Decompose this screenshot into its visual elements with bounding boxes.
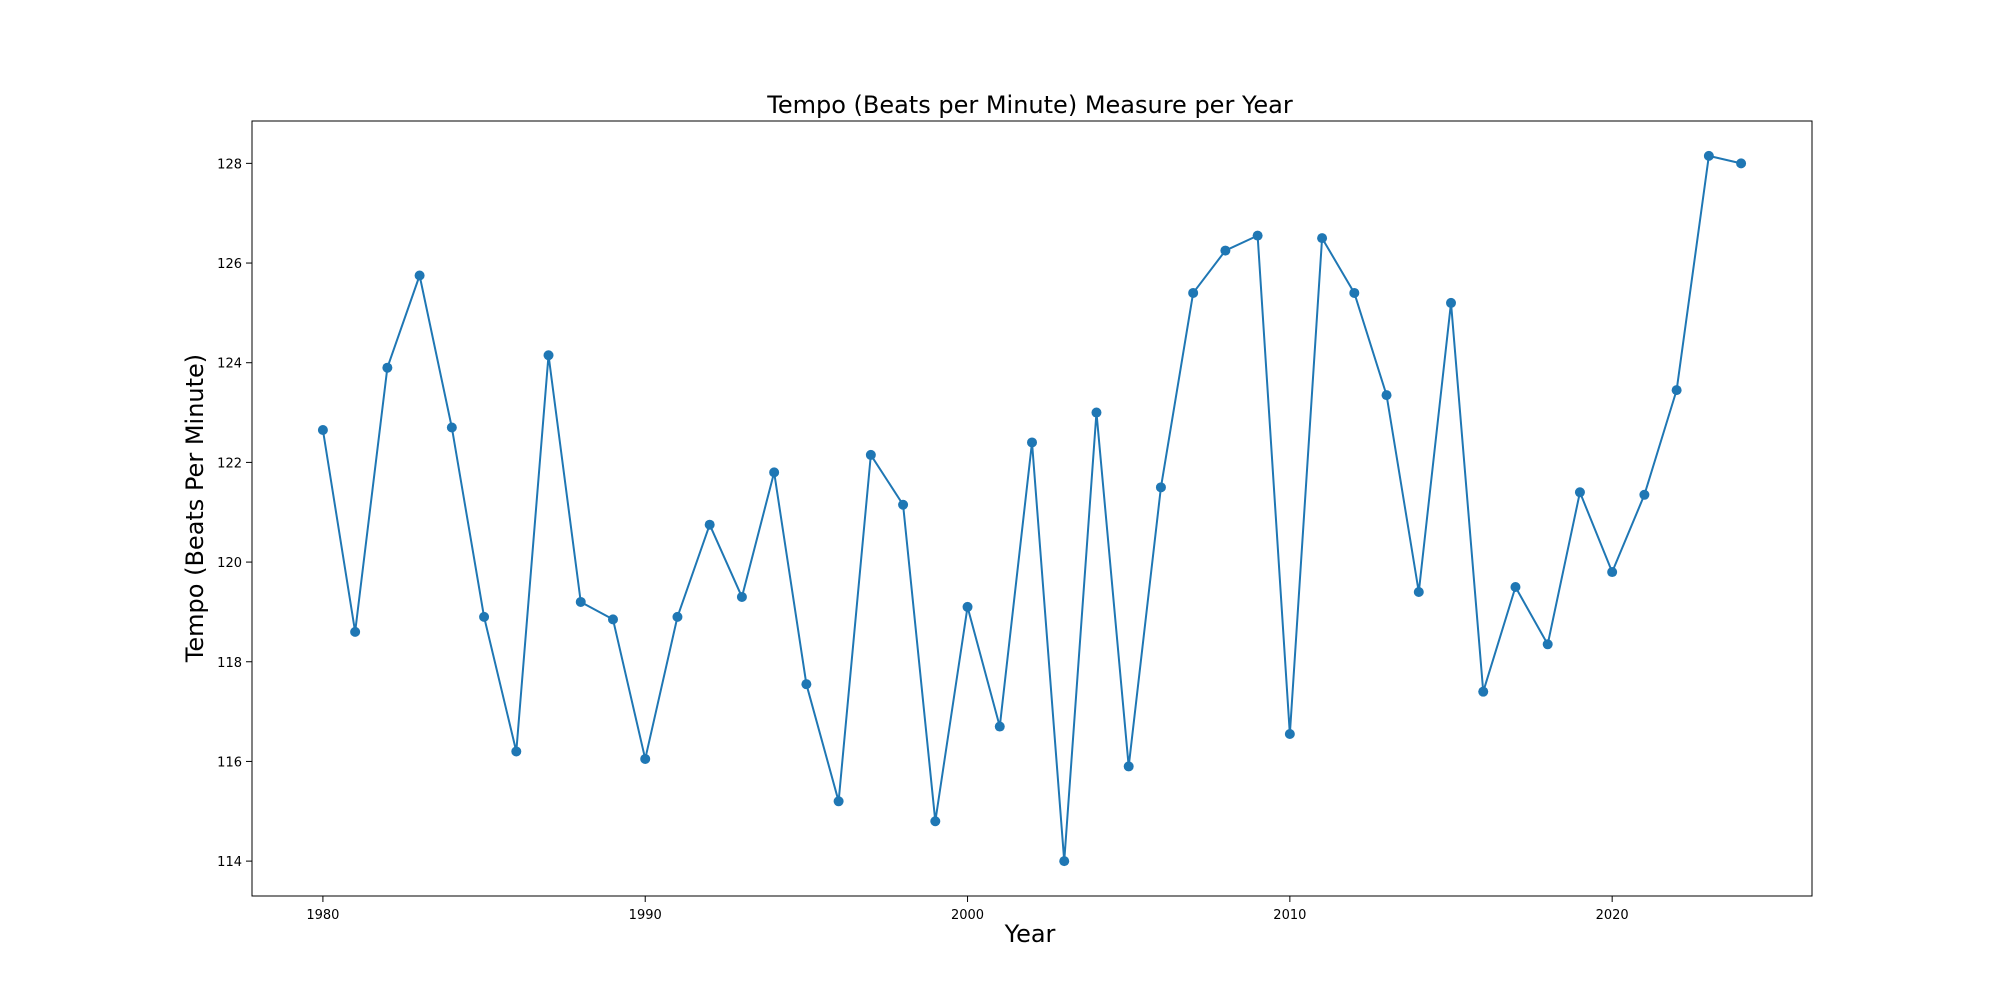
data-point-2016 bbox=[1478, 686, 1489, 697]
data-point-2019 bbox=[1574, 487, 1585, 498]
data-point-1983 bbox=[414, 270, 425, 281]
data-point-2021 bbox=[1639, 489, 1650, 500]
data-point-2009 bbox=[1252, 230, 1263, 241]
data-point-2001 bbox=[994, 721, 1005, 732]
y-tick-label: 122 bbox=[217, 456, 242, 471]
data-point-1999 bbox=[930, 816, 941, 827]
data-point-1989 bbox=[607, 614, 618, 625]
x-tick-label: 1990 bbox=[629, 908, 662, 923]
y-tick-label: 118 bbox=[217, 656, 242, 671]
data-point-2005 bbox=[1123, 761, 1134, 772]
data-point-1986 bbox=[511, 746, 522, 757]
data-point-1994 bbox=[769, 467, 780, 478]
x-tick-label: 2010 bbox=[1273, 908, 1306, 923]
data-point-1984 bbox=[446, 422, 457, 433]
data-point-1992 bbox=[704, 519, 715, 530]
data-point-1993 bbox=[736, 591, 747, 602]
chart-title: Tempo (Beats per Minute) Measure per Yea… bbox=[766, 91, 1293, 119]
data-point-1982 bbox=[382, 362, 393, 373]
data-point-2015 bbox=[1446, 297, 1457, 308]
data-point-2007 bbox=[1188, 287, 1199, 298]
data-point-1987 bbox=[543, 350, 554, 361]
data-point-2011 bbox=[1317, 233, 1328, 244]
data-point-1995 bbox=[801, 679, 812, 690]
data-point-2000 bbox=[962, 601, 973, 612]
plot-area: 1980 1990 2000 2010 2020 114 116 118 120 122 124 12… bbox=[217, 120, 1813, 923]
data-point-2008 bbox=[1220, 245, 1231, 256]
data-point-2022 bbox=[1671, 385, 1682, 396]
data-point-2024 bbox=[1736, 158, 1747, 169]
data-point-2017 bbox=[1510, 581, 1521, 592]
data-point-1981 bbox=[350, 626, 361, 637]
series-line bbox=[321, 154, 1742, 863]
data-point-2013 bbox=[1381, 390, 1392, 401]
y-axis-label: Tempo (Beats Per Minute) bbox=[181, 354, 209, 663]
data-point-1990 bbox=[640, 753, 651, 764]
data-point-2018 bbox=[1542, 639, 1553, 650]
y-tick-label: 128 bbox=[217, 157, 242, 172]
data-point-1997 bbox=[865, 449, 876, 460]
data-point-2020 bbox=[1607, 567, 1618, 578]
data-point-1980 bbox=[317, 425, 328, 436]
data-point-2012 bbox=[1349, 287, 1360, 298]
data-point-2014 bbox=[1413, 586, 1424, 597]
data-point-2006 bbox=[1155, 482, 1166, 493]
data-point-2010 bbox=[1284, 729, 1295, 740]
y-tick-label: 124 bbox=[217, 357, 242, 372]
data-point-1991 bbox=[672, 611, 683, 622]
y-tick-label: 116 bbox=[217, 755, 242, 770]
data-point-2004 bbox=[1091, 407, 1102, 418]
x-tick-label: 2020 bbox=[1596, 908, 1629, 923]
data-point-1985 bbox=[479, 611, 490, 622]
data-point-1988 bbox=[575, 596, 586, 607]
x-axis-label: Year bbox=[1004, 920, 1056, 948]
data-point-2023 bbox=[1703, 150, 1714, 161]
x-tick-label: 2000 bbox=[951, 908, 984, 923]
x-tick-label: 1980 bbox=[306, 908, 339, 923]
data-point-2003 bbox=[1059, 856, 1070, 867]
data-point-1998 bbox=[898, 499, 909, 510]
axes-frame bbox=[251, 120, 1813, 897]
data-point-2002 bbox=[1027, 437, 1037, 448]
y-tick-label: 120 bbox=[217, 556, 242, 571]
data-point-1996 bbox=[833, 796, 844, 807]
y-tick-label: 126 bbox=[217, 257, 242, 272]
y-tick-label: 114 bbox=[217, 855, 242, 870]
